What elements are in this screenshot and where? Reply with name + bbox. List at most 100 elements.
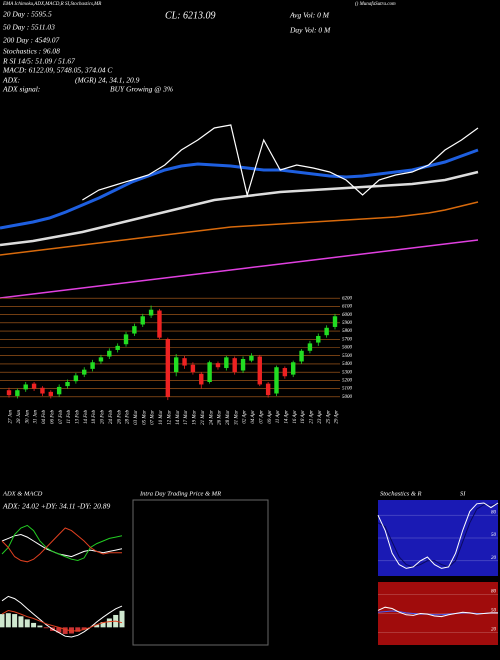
histogram-bar bbox=[100, 622, 106, 628]
x-tick-label: 02 Apr bbox=[243, 410, 248, 424]
candle-body bbox=[257, 356, 262, 385]
adx-label: ADX: bbox=[2, 76, 20, 85]
candle-body bbox=[165, 339, 171, 397]
x-tick-label: 05 Mar bbox=[142, 410, 147, 425]
candle-body bbox=[282, 368, 288, 377]
x-tick-label: 06 Feb bbox=[50, 410, 55, 425]
candle-body bbox=[199, 373, 204, 385]
series-line bbox=[377, 502, 499, 569]
x-tick-label: 13 Feb bbox=[76, 410, 81, 425]
series-line bbox=[0, 201, 479, 256]
series-line bbox=[0, 148, 479, 230]
x-tick-label: 24 Feb bbox=[109, 410, 114, 425]
x-tick-label: 07 Apr bbox=[259, 410, 264, 424]
x-tick-label: 21 Apr bbox=[310, 410, 315, 424]
y-tick-label: 5200 bbox=[342, 378, 353, 383]
intraday-panel bbox=[132, 499, 269, 646]
candle-body bbox=[215, 363, 221, 368]
candle-body bbox=[274, 367, 279, 394]
x-tick-label: 26 Mar bbox=[218, 410, 223, 425]
x-tick-label: 18 Apr bbox=[301, 410, 306, 424]
series-line bbox=[1, 524, 123, 562]
candle-body bbox=[240, 359, 246, 371]
candle-body bbox=[332, 316, 338, 327]
candle-body bbox=[324, 327, 329, 336]
x-tick-label: 11 Feb bbox=[67, 410, 72, 424]
histogram-bar bbox=[12, 614, 18, 628]
histogram-bar bbox=[18, 616, 24, 628]
ema20: 20 Day : 5595.5 bbox=[3, 10, 52, 19]
candle-body bbox=[98, 357, 104, 362]
panel-title: ADX & MACD bbox=[2, 490, 43, 497]
y-tick-label: 5600 bbox=[342, 346, 353, 351]
y-tick-label: 50 bbox=[491, 533, 497, 538]
x-tick-label: 28 Mar bbox=[226, 410, 231, 425]
x-tick-label: 04 Feb bbox=[42, 410, 47, 425]
candle-body bbox=[299, 350, 304, 362]
x-tick-label: 07 Mar bbox=[151, 410, 156, 425]
close-price: CL: 6213.09 bbox=[165, 10, 216, 21]
panel-title: Stochastics & R bbox=[380, 490, 422, 497]
y-tick-label: 6200 bbox=[342, 296, 353, 301]
candle-body bbox=[316, 336, 321, 343]
histogram-bar bbox=[106, 618, 112, 628]
x-tick-label: 19 Mar bbox=[193, 410, 198, 425]
candle-body bbox=[48, 391, 53, 396]
candle-body bbox=[23, 384, 28, 390]
y-tick-label: 20 bbox=[491, 628, 497, 633]
y-tick-label: 5900 bbox=[342, 321, 353, 326]
candle-body bbox=[307, 343, 313, 351]
histogram-bar bbox=[24, 619, 30, 628]
y-tick-label: 50 bbox=[491, 609, 497, 614]
histogram-bar bbox=[43, 627, 49, 629]
series-line bbox=[0, 239, 479, 299]
histogram-bar bbox=[75, 627, 81, 632]
histogram-bar bbox=[5, 613, 11, 628]
candle-body bbox=[173, 357, 179, 373]
histogram-bar bbox=[56, 627, 62, 633]
site-name: () MunafaSutra.com bbox=[355, 2, 396, 7]
series-line bbox=[377, 606, 498, 618]
x-tick-label: 24 Mar bbox=[209, 410, 214, 425]
adx-values: (MGR) 24, 34.1, 20.9 bbox=[75, 76, 140, 85]
y-tick-label: 5000 bbox=[342, 395, 353, 400]
x-tick-label: 28 Feb bbox=[126, 410, 131, 425]
x-tick-label: 09 Apr bbox=[268, 410, 273, 424]
chart-title: EMA Ichimoku,ADX,MACD,R SI,Stochastics,M… bbox=[2, 2, 101, 7]
adx-signal-label: ADX signal: bbox=[2, 85, 40, 94]
candle-body bbox=[40, 387, 45, 394]
candle-body bbox=[291, 362, 296, 375]
macd-value: MACD: 6122.09, 5748.05, 374.04 C bbox=[2, 66, 113, 75]
candle-body bbox=[15, 390, 20, 396]
x-tick-label: 04 Apr bbox=[251, 410, 256, 424]
candle-body bbox=[265, 383, 271, 396]
histogram-bar bbox=[62, 627, 68, 634]
x-tick-label: 18 Feb bbox=[92, 410, 97, 425]
panel-subtitle: ADX: 24.02 +DY: 34.11 -DY: 20.89 bbox=[2, 502, 111, 511]
y-tick-label: 5700 bbox=[342, 337, 353, 342]
rsi-value: R SI 14/5: 51.09 / 51.67 bbox=[2, 57, 75, 66]
candle-body bbox=[232, 358, 237, 373]
candle-body bbox=[182, 358, 187, 366]
series-line bbox=[82, 124, 479, 201]
ema200: 200 Day : 4549.07 bbox=[3, 36, 59, 45]
candle-body bbox=[132, 326, 137, 334]
series-line bbox=[1, 609, 123, 632]
candle-body bbox=[140, 316, 145, 325]
x-tick-label: 30 Jan bbox=[25, 410, 30, 424]
x-tick-label: 21 Mar bbox=[201, 410, 206, 425]
series-line bbox=[377, 503, 499, 568]
x-tick-label: 16 Apr bbox=[293, 410, 298, 424]
y-tick-label: 80 bbox=[491, 590, 497, 595]
candle-body bbox=[31, 383, 37, 389]
candle-body bbox=[123, 334, 129, 345]
candle-body bbox=[249, 355, 254, 361]
histogram-bar bbox=[94, 624, 100, 628]
x-tick-label: 28 Jan bbox=[17, 410, 22, 424]
candle-body bbox=[65, 382, 70, 387]
series-line bbox=[0, 170, 479, 247]
panel-title: SI bbox=[460, 490, 466, 497]
x-tick-label: 31 Jan bbox=[34, 410, 39, 424]
histogram-bar bbox=[37, 625, 43, 628]
y-tick-label: 5400 bbox=[342, 362, 353, 367]
